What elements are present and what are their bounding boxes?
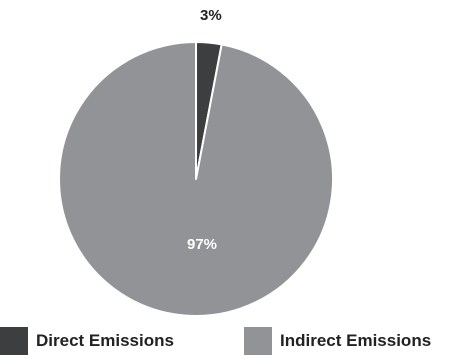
chart-legend: Direct Emissions Indirect Emissions (0, 326, 459, 356)
pie-slice-indirect-emissions (58, 41, 334, 317)
legend-swatch-direct (0, 327, 28, 355)
legend-label-indirect: Indirect Emissions (280, 331, 432, 350)
pie-slices (58, 41, 334, 317)
legend-item-direct: Direct Emissions (0, 326, 174, 356)
legend-item-indirect: Indirect Emissions (244, 326, 431, 356)
legend-swatch-indirect (244, 327, 272, 355)
pie-chart (58, 41, 334, 317)
slice-label-indirect: 97% (187, 236, 218, 253)
legend-label-direct: Direct Emissions (36, 331, 174, 350)
slice-label-direct: 3% (200, 7, 222, 24)
